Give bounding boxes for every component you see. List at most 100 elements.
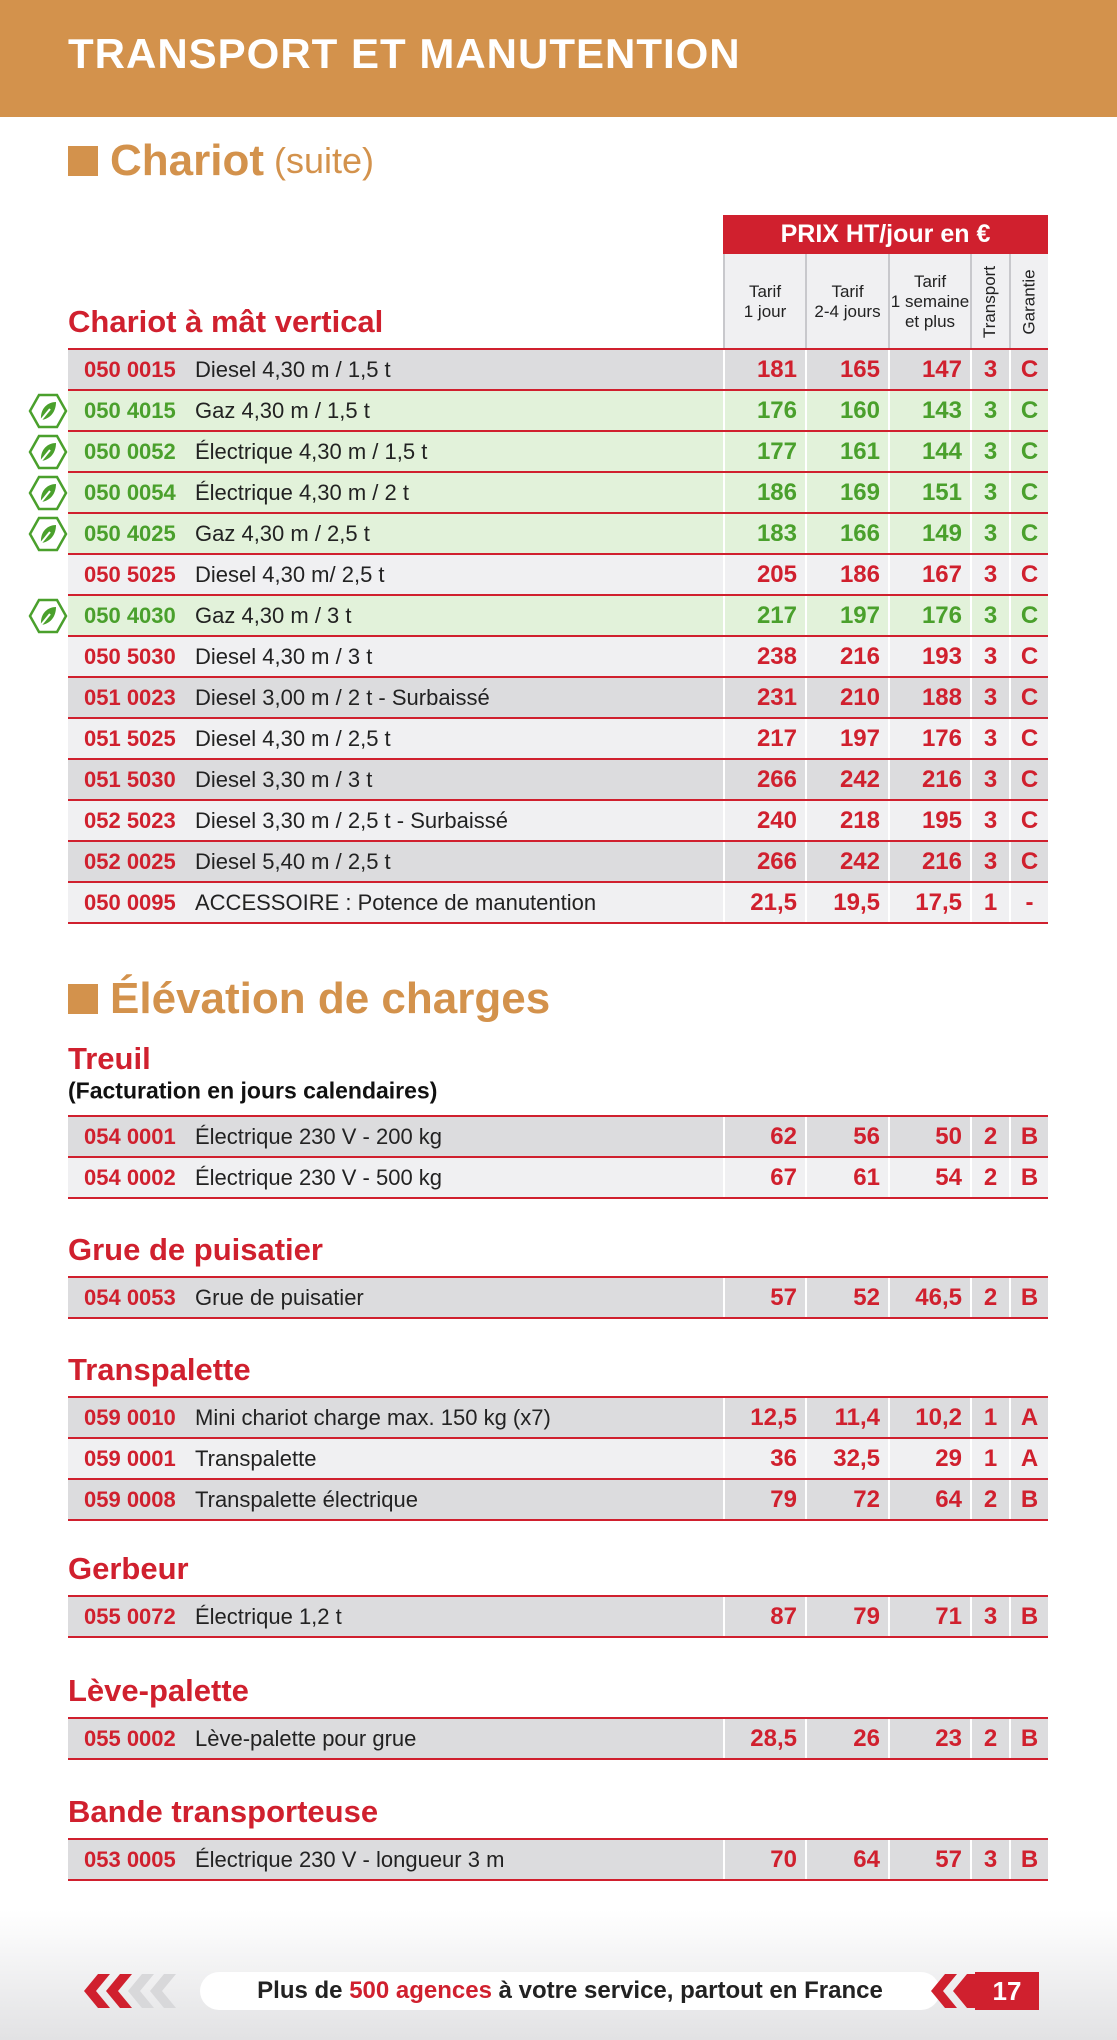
item-label: Électrique 230 V - 200 kg [195, 1124, 443, 1149]
guarantee: A [1009, 1398, 1048, 1437]
transport: 3 [970, 473, 1009, 512]
guarantee: C [1009, 637, 1048, 676]
transport: 3 [970, 514, 1009, 553]
table-row: 050 4015 Gaz 4,30 m / 1,5 t 176 160 143 3 C [68, 391, 1048, 432]
item-code: 050 4015 [84, 398, 176, 423]
price-week: 188 [888, 678, 970, 717]
price-week: 176 [888, 719, 970, 758]
price-week: 23 [888, 1719, 970, 1758]
guarantee: C [1009, 596, 1048, 635]
group-title: Gerbeur [68, 1551, 189, 1586]
guarantee: C [1009, 678, 1048, 717]
column-header-line: Garantie [1019, 268, 1039, 335]
item-label: Diesel 3,30 m / 2,5 t - Surbaissé [195, 808, 509, 833]
guarantee: - [1009, 883, 1048, 922]
item-label: Diesel 3,30 m / 3 t [195, 767, 373, 792]
transport: 2 [970, 1278, 1009, 1317]
price-2-4-days: 72 [805, 1480, 888, 1519]
item-code: 050 0052 [84, 439, 176, 464]
group-title: Transpalette [68, 1352, 251, 1387]
section-title: Élévation de charges [68, 974, 550, 1024]
price-1-day: 177 [723, 432, 805, 471]
price-week: 143 [888, 391, 970, 430]
group-title: Chariot à mât vertical [68, 304, 384, 339]
group-title: Treuil [68, 1041, 151, 1076]
price-2-4-days: 242 [805, 760, 888, 799]
table-row: 050 4030 Gaz 4,30 m / 3 t 217 197 176 3 C [68, 596, 1048, 637]
guarantee: C [1009, 473, 1048, 512]
price-2-4-days: 218 [805, 801, 888, 840]
price-week: 147 [888, 350, 970, 389]
transport: 1 [970, 1439, 1009, 1478]
guarantee: C [1009, 842, 1048, 881]
table-row: 052 0025 Diesel 5,40 m / 2,5 t 266 242 216 3 C [68, 842, 1048, 883]
transport: 2 [970, 1480, 1009, 1519]
price-2-4-days: 242 [805, 842, 888, 881]
price-header: PRIX HT/jour en € [723, 215, 1048, 254]
table-row: 054 0001 Électrique 230 V - 200 kg 62 56 50 2… [68, 1115, 1048, 1158]
guarantee: B [1009, 1480, 1048, 1519]
price-1-day: 62 [723, 1117, 805, 1156]
item-code: 054 0053 [84, 1285, 176, 1310]
item-code: 050 5025 [84, 562, 176, 587]
column-header-line: 1 jour [743, 301, 787, 321]
column-header: Tarif 1 semaine et plus [888, 254, 970, 349]
footer-pill [200, 1972, 940, 2010]
item-code: 059 0001 [84, 1446, 176, 1471]
price-2-4-days: 64 [805, 1840, 888, 1879]
guarantee: C [1009, 760, 1048, 799]
price-1-day: 205 [723, 555, 805, 594]
price-2-4-days: 52 [805, 1278, 888, 1317]
price-week: 195 [888, 801, 970, 840]
guarantee: A [1009, 1439, 1048, 1478]
column-header-line: Transport [980, 265, 1000, 338]
item-code: 051 5025 [84, 726, 176, 751]
table-row: 050 0052 Électrique 4,30 m / 1,5 t 177 161 1… [68, 432, 1048, 473]
header-band: TRANSPORT ET MANUTENTION [0, 0, 1117, 117]
item-label: Diesel 4,30 m / 1,5 t [195, 357, 391, 382]
group-title: Lève-palette [68, 1673, 249, 1708]
item-code: 050 0095 [84, 890, 176, 915]
table-row: 051 5025 Diesel 4,30 m / 2,5 t 217 197 176 3 C [68, 719, 1048, 760]
price-week: 50 [888, 1117, 970, 1156]
price-2-4-days: 169 [805, 473, 888, 512]
transport: 3 [970, 637, 1009, 676]
transport: 3 [970, 801, 1009, 840]
guarantee: C [1009, 391, 1048, 430]
table-row: 050 5025 Diesel 4,30 m/ 2,5 t 205 186 167 3 C [68, 555, 1048, 596]
price-2-4-days: 197 [805, 719, 888, 758]
price-1-day: 176 [723, 391, 805, 430]
guarantee: C [1009, 719, 1048, 758]
item-code: 050 0015 [84, 357, 176, 382]
table-row: 059 0001 Transpalette 36 32,5 29 1 A [68, 1439, 1048, 1480]
column-header-line: 2-4 jours [814, 301, 881, 321]
guarantee: C [1009, 514, 1048, 553]
price-2-4-days: 79 [805, 1597, 888, 1636]
price-1-day: 186 [723, 473, 805, 512]
price-1-day: 67 [723, 1158, 805, 1197]
price-2-4-days: 56 [805, 1117, 888, 1156]
transport: 3 [970, 596, 1009, 635]
table-row: 052 5023 Diesel 3,30 m / 2,5 t - Surbaiss… [68, 801, 1048, 842]
price-week: 193 [888, 637, 970, 676]
transport: 3 [970, 842, 1009, 881]
price-week: 167 [888, 555, 970, 594]
transport: 3 [970, 1597, 1009, 1636]
price-1-day: 57 [723, 1278, 805, 1317]
guarantee: B [1009, 1719, 1048, 1758]
item-code: 059 0008 [84, 1487, 176, 1512]
price-1-day: 231 [723, 678, 805, 717]
price-1-day: 238 [723, 637, 805, 676]
item-label: Lève-palette pour grue [195, 1726, 417, 1751]
table-row: 051 5030 Diesel 3,30 m / 3 t 266 242 216 3 C [68, 760, 1048, 801]
page-number: 17 [975, 1972, 1039, 2010]
item-code: 055 0072 [84, 1604, 176, 1629]
transport: 1 [970, 1398, 1009, 1437]
item-label: ACCESSOIRE : Potence de manutention [195, 890, 597, 915]
table-row: 050 4025 Gaz 4,30 m / 2,5 t 183 166 149 3 C [68, 514, 1048, 555]
footer-chevrons [84, 1974, 176, 2008]
price-2-4-days: 26 [805, 1719, 888, 1758]
item-label: Gaz 4,30 m / 1,5 t [195, 398, 370, 423]
price-2-4-days: 165 [805, 350, 888, 389]
